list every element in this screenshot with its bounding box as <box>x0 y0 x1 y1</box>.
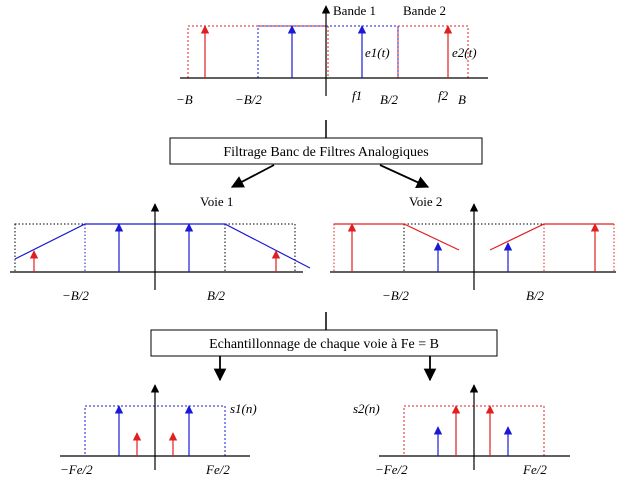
s2-x-label-fe-half: Fe/2 <box>522 462 547 477</box>
x-label-minus-b-half: −B/2 <box>235 92 262 107</box>
voie-1-x-label-b-half: B/2 <box>207 288 226 303</box>
s2-x-label-minus-fe-half: −Fe/2 <box>375 462 408 477</box>
voie-2-spectrum: −B/2 B/2 <box>330 203 616 303</box>
x-label-f1: f1 <box>352 88 362 103</box>
s1-x-label-fe-half: Fe/2 <box>205 462 230 477</box>
s1-x-label-minus-fe-half: −Fe/2 <box>60 462 93 477</box>
x-label-f2: f2 <box>438 88 449 103</box>
voie-1-label: Voie 1 <box>200 194 233 209</box>
filter-bank-box: Filtrage Banc de Filtres Analogiques <box>169 137 483 165</box>
voie-2-filter-right <box>489 223 614 251</box>
x-label-b-half: B/2 <box>380 92 399 107</box>
band-1-label: Bande 1 <box>333 3 376 18</box>
voie-2-filter-left <box>334 223 460 251</box>
top-spectrum: Bande 1 Bande 2 e1(t) e2(t) −B −B/2 f1 B… <box>176 3 488 107</box>
sampling-box: Echantillonnage de chaque voie à Fe = B <box>150 329 498 357</box>
voie-1-filter-response <box>14 223 311 269</box>
e1-label: e1(t) <box>365 45 390 60</box>
voie-1-x-label-minus-b-half: −B/2 <box>62 288 89 303</box>
x-label-b: B <box>458 92 466 107</box>
voie-2-x-label-b-half: B/2 <box>526 288 545 303</box>
voie-1-spectrum: −B/2 B/2 <box>10 203 311 303</box>
s2-label: s2(n) <box>353 401 380 416</box>
s2-spectrum: s2(n) −Fe/2 Fe/2 <box>353 384 570 477</box>
s1-spectrum: s1(n) −Fe/2 Fe/2 <box>60 384 257 477</box>
sampling-label: Echantillonnage de chaque voie à Fe = B <box>209 337 439 352</box>
s1-label: s1(n) <box>230 401 257 416</box>
x-label-minus-b: −B <box>176 92 193 107</box>
voie-2-label: Voie 2 <box>409 194 442 209</box>
e2-label: e2(t) <box>452 45 477 60</box>
arrow-to-voie-2 <box>379 164 430 189</box>
arrow-to-voie-1 <box>230 164 275 188</box>
voie-2-x-label-minus-b-half: −B/2 <box>382 288 409 303</box>
band-2-label: Bande 2 <box>403 3 446 18</box>
filter-bank-label: Filtrage Banc de Filtres Analogiques <box>223 145 428 160</box>
